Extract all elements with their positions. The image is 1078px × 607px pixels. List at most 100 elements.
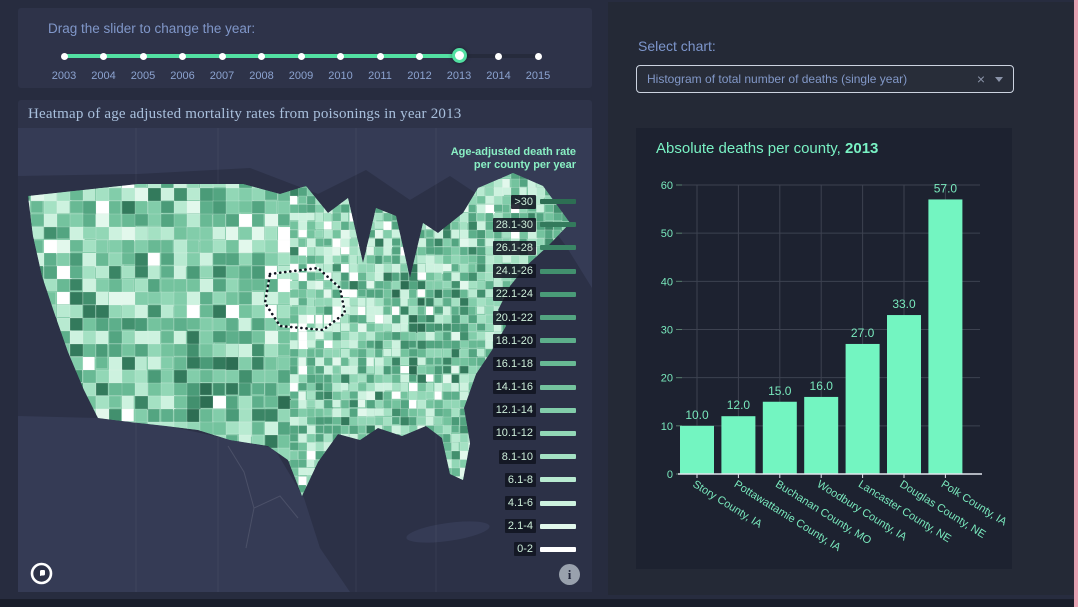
legend-label: 4.1-6 xyxy=(504,496,536,511)
legend-label: 0-2 xyxy=(514,542,536,557)
slider-tick-2011[interactable] xyxy=(376,52,384,60)
legend-swatch xyxy=(540,315,576,321)
legend-swatch xyxy=(540,384,576,390)
y-axis-tick-label: 30 xyxy=(661,325,673,337)
bar-Lancaster County, NE[interactable] xyxy=(845,343,880,474)
legend-label: 6.1-8 xyxy=(504,472,536,487)
slider-tick-2004[interactable] xyxy=(100,52,107,60)
slider-tick-2007[interactable] xyxy=(218,52,226,60)
heatmap-title: Heatmap of age adjusted mortality rates … xyxy=(28,106,462,122)
legend-swatch xyxy=(540,268,576,274)
slider-year-label-2003[interactable]: 2003 xyxy=(51,70,77,82)
slider-tick-2015[interactable] xyxy=(534,52,542,60)
legend-row: >30 xyxy=(493,190,576,213)
legend-swatch xyxy=(540,407,576,413)
legend-row: 18.1-20 xyxy=(492,329,576,352)
bar-Polk County, IA[interactable] xyxy=(928,199,963,474)
slider-year-label-2007[interactable]: 2007 xyxy=(209,70,235,82)
selected-region-outline xyxy=(263,266,347,332)
legend-label: >30 xyxy=(511,194,536,209)
bar-chart-card: Absolute deaths per county, 2013 0 10 20 30… xyxy=(636,128,1012,569)
legend-row: 16.1-18 xyxy=(492,352,576,375)
bar-Woodbury County, IA[interactable] xyxy=(804,396,839,474)
mapbox-logo-icon[interactable] xyxy=(30,562,53,585)
legend-swatch xyxy=(540,361,576,367)
bar-value-label: 12.0 xyxy=(727,398,751,412)
slider-year-label-2010[interactable]: 2010 xyxy=(328,70,353,82)
slider-year-label-2011[interactable]: 2011 xyxy=(368,70,392,82)
legend-title-line2: per county per year xyxy=(473,159,576,171)
bar-chart: 0 10 20 30 40 50 60 10.0 12.0 15.0 16.0 27.0 33.0 57.… xyxy=(661,180,1010,554)
bar-Pottawattamie County, IA[interactable] xyxy=(721,416,756,474)
legend-row: 22.1-24 xyxy=(492,283,576,306)
legend-row: 12.1-14 xyxy=(492,399,576,422)
legend-label: 18.1-20 xyxy=(492,333,536,348)
legend-swatch xyxy=(540,291,576,297)
bar-value-label: 10.0 xyxy=(685,408,709,422)
heatmap-card: Heatmap of age adjusted mortality rates … xyxy=(18,100,592,592)
slider-tick-2006[interactable] xyxy=(179,52,186,60)
slider-tick-2005[interactable] xyxy=(139,52,147,60)
chevron-down-icon[interactable] xyxy=(995,76,1003,82)
bar-value-label: 27.0 xyxy=(851,326,875,340)
bar-Douglas County, NE[interactable] xyxy=(887,315,921,474)
chart-panel: Select chart: Histogram of total number … xyxy=(608,2,1074,595)
legend-label: 16.1-18 xyxy=(492,356,536,371)
selected-region-outline-casing xyxy=(263,266,347,332)
y-axis-tick-label: 10 xyxy=(661,421,673,433)
bar-value-label: 33.0 xyxy=(892,297,916,311)
legend-row: 24.1-26 xyxy=(492,260,576,283)
dropdown-clear-icon[interactable]: × xyxy=(976,71,985,87)
legend-row: 6.1-8 xyxy=(493,468,576,491)
year-slider[interactable]: 2003 2004 2005 2006 2007 2008 2009 2010 2011 2012… xyxy=(18,44,592,84)
slider-year-label-2015[interactable]: 2015 xyxy=(525,70,551,82)
slider-tick-2010[interactable] xyxy=(337,52,344,60)
slider-year-label-2008[interactable]: 2008 xyxy=(249,70,274,82)
legend-row: 0-2 xyxy=(493,538,576,561)
bar-Buchanan County, MO[interactable] xyxy=(762,401,797,474)
legend-swatch xyxy=(540,546,576,552)
dropdown-selected-value: Histogram of total number of deaths (sin… xyxy=(647,72,908,86)
chart-type-dropdown[interactable]: Histogram of total number of deaths (sin… xyxy=(636,65,1014,93)
legend-row: 4.1-6 xyxy=(493,491,576,514)
x-axis-category-label: Polk County, IA xyxy=(939,478,1010,528)
select-chart-label: Select chart: xyxy=(638,38,716,54)
slider-year-label-2014[interactable]: 2014 xyxy=(486,70,511,82)
y-axis-tick-label: 20 xyxy=(661,373,673,385)
slider-tick-2014[interactable] xyxy=(495,52,502,60)
legend-row: 26.1-28 xyxy=(492,236,576,259)
legend-swatch xyxy=(540,430,576,436)
slider-tick-2008[interactable] xyxy=(258,52,265,60)
legend-row: 8.1-10 xyxy=(493,445,576,468)
slider-year-label-2005[interactable]: 2005 xyxy=(130,70,156,82)
y-axis-tick-label: 40 xyxy=(661,276,673,288)
bar-chart-title: Absolute deaths per county, 2013 xyxy=(656,140,878,157)
legend-label: 20.1-22 xyxy=(492,310,536,325)
window-bottom-edge xyxy=(0,599,1078,607)
slider-year-label-2004[interactable]: 2004 xyxy=(91,70,116,82)
legend-label: 26.1-28 xyxy=(492,240,536,255)
slider-tick-2009[interactable] xyxy=(297,52,305,60)
map-legend-title: Age-adjusted death rate per county per y… xyxy=(451,146,576,172)
slider-year-label-2006[interactable]: 2006 xyxy=(170,70,195,82)
info-icon[interactable]: i xyxy=(559,564,580,585)
map-viewport[interactable]: Age-adjusted death rate per county per y… xyxy=(18,128,592,592)
legend-swatch xyxy=(540,199,576,205)
slider-tick-2012[interactable] xyxy=(416,52,423,60)
legend-label: 22.1-24 xyxy=(492,287,536,302)
window-scrollbar[interactable] xyxy=(1074,0,1078,607)
legend-swatch xyxy=(540,523,576,529)
legend-label: 28.1-30 xyxy=(492,217,536,232)
slider-year-label-2013[interactable]: 2013 xyxy=(446,70,472,82)
legend-row: 10.1-12 xyxy=(492,422,576,445)
bar-Story County, IA[interactable] xyxy=(680,425,714,474)
legend-row: 28.1-30 xyxy=(492,213,576,236)
bar-value-label: 15.0 xyxy=(768,384,792,398)
bar-chart-title-year: 2013 xyxy=(845,140,879,157)
us-county-choropleth-map[interactable] xyxy=(18,128,592,592)
slider-tick-2003[interactable] xyxy=(60,52,68,60)
slider-year-label-2009[interactable]: 2009 xyxy=(288,70,314,82)
slider-year-label-2012[interactable]: 2012 xyxy=(407,70,432,82)
slider-handle[interactable] xyxy=(451,48,467,63)
